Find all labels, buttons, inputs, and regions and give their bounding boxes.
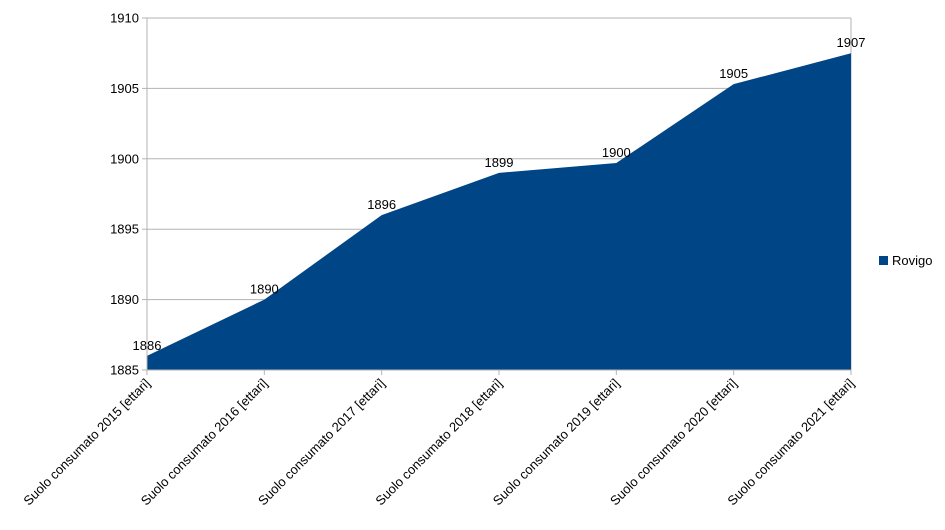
data-label: 1896 <box>367 197 396 212</box>
y-tick-label: 1900 <box>110 151 139 166</box>
legend-label-rovigo: Rovigo <box>892 253 932 268</box>
data-label: 1886 <box>133 338 162 353</box>
x-tick-label: Suolo consumato 2016 [ettari] <box>138 376 271 509</box>
data-label: 1900 <box>602 145 631 160</box>
x-tick-label: Suolo consumato 2017 [ettari] <box>255 376 388 509</box>
data-label: 1899 <box>485 155 514 170</box>
data-labels: 1886 1890 1896 1899 1900 1905 1907 <box>133 35 866 353</box>
y-tick-label: 1910 <box>110 11 139 26</box>
x-tick-label: Suolo consumato 2018 [ettari] <box>372 376 505 509</box>
y-tick-label: 1885 <box>110 363 139 378</box>
x-tick-label: Suolo consumato 2015 [ettari] <box>20 376 153 509</box>
y-tick-label: 1905 <box>110 81 139 96</box>
data-label: 1907 <box>837 35 866 50</box>
y-tick-label: 1890 <box>110 292 139 307</box>
data-label: 1890 <box>250 282 279 297</box>
x-tick-label: Suolo consumato 2021 [ettari] <box>724 376 857 509</box>
data-label: 1905 <box>719 66 748 81</box>
plot-area <box>147 53 851 370</box>
y-tick-label: 1895 <box>110 222 139 237</box>
x-tick-label: Suolo consumato 2019 [ettari] <box>490 376 623 509</box>
legend-swatch-rovigo <box>879 256 888 265</box>
legend: Rovigo <box>879 253 932 268</box>
x-tick-label: Suolo consumato 2020 [ettari] <box>607 376 740 509</box>
area-series-rovigo <box>147 53 851 370</box>
